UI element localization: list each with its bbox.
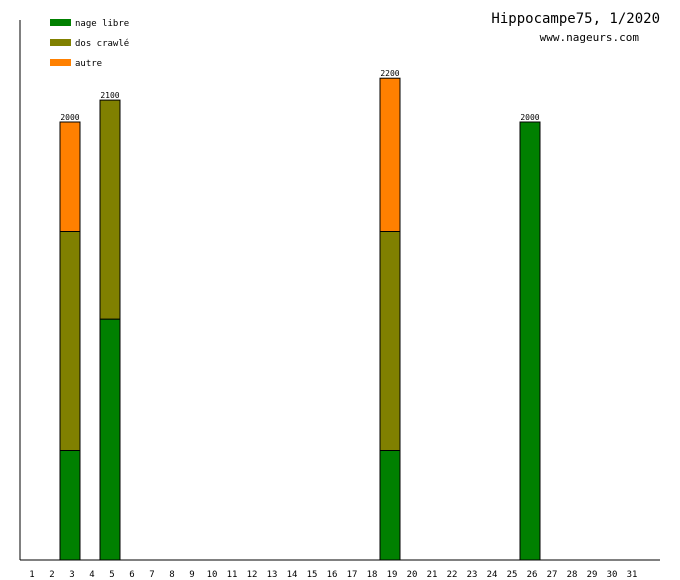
bar-total-label: 2000 [60,113,79,122]
bar-segment [59,121,81,232]
x-tick-label: 15 [307,570,318,580]
bar-total-label: 2100 [100,91,119,100]
bar-total-label: 2200 [380,69,399,78]
bars: 2000 2100 2200 2000 [59,69,541,561]
x-tick-labels: 1 2 3 4 5 6 7 8 9 10 11 12 13 14 15 16 17 18 19 20 21 22 23 24 2… [29,570,637,580]
x-tick-label: 31 [627,570,638,580]
x-tick-label: 16 [327,570,338,580]
x-tick-label: 4 [89,570,94,580]
x-tick-label: 30 [607,570,618,580]
bar-segment [379,77,401,232]
legend-swatch [50,59,71,66]
bar-segment [99,318,121,561]
x-tick-label: 17 [347,570,358,580]
bar-segment [59,450,81,561]
bar-segment [519,121,541,561]
x-tick-label: 21 [427,570,438,580]
x-tick-label: 24 [487,570,498,580]
x-tick-label: 22 [447,570,458,580]
x-tick-label: 1 [29,570,34,580]
legend-label: dos crawlé [75,38,129,49]
legend-label: autre [75,59,102,69]
chart-subtitle: www.nageurs.com [540,31,640,44]
bar-segment [379,231,401,451]
x-tick-label: 3 [69,570,74,580]
bar-segment [99,99,121,320]
x-tick-label: 8 [169,570,174,580]
x-tick-label: 19 [387,570,398,580]
x-tick-label: 29 [587,570,598,580]
x-tick-label: 9 [189,570,194,580]
chart-title: Hippocampe75, 1/2020 [491,11,660,27]
x-tick-label: 28 [567,570,578,580]
bar-total-label: 2000 [520,113,539,122]
legend: nage libre dos crawlé autre [50,19,129,69]
legend-swatch [50,19,71,26]
legend-swatch [50,39,71,46]
x-tick-label: 13 [267,570,278,580]
x-tick-label: 18 [367,570,378,580]
x-tick-label: 25 [507,570,518,580]
x-tick-label: 6 [129,570,134,580]
x-tick-label: 10 [207,570,218,580]
x-tick-label: 5 [109,570,114,580]
x-tick-label: 2 [49,570,54,580]
x-tick-label: 7 [149,570,154,580]
x-tick-label: 23 [467,570,478,580]
x-tick-label: 12 [247,570,258,580]
x-tick-label: 20 [407,570,418,580]
legend-label: nage libre [75,19,129,29]
x-tick-label: 11 [227,570,238,580]
x-tick-label: 26 [527,570,538,580]
bar-segment [379,450,401,561]
bar-segment [59,231,81,451]
x-tick-label: 27 [547,570,558,580]
x-tick-label: 14 [287,570,298,580]
